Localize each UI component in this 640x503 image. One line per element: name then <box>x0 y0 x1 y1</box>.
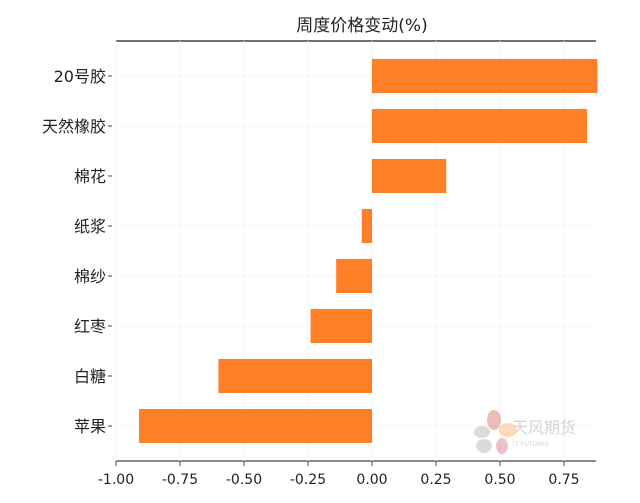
x-tick-label: -0.25 <box>290 472 326 488</box>
x-tick-label: 0.50 <box>484 472 515 488</box>
y-tick-label: 20号胶 <box>54 67 106 86</box>
x-tick-label: 0.75 <box>548 472 579 488</box>
x-tick-label: 0.00 <box>356 472 387 488</box>
y-tick-label: 纸浆 <box>74 217 106 236</box>
bar-7 <box>139 409 372 443</box>
y-tick-label: 白糖 <box>74 367 106 386</box>
y-tick-label: 棉花 <box>74 167 106 186</box>
logo-petal <box>499 423 517 437</box>
bar-1 <box>372 109 588 143</box>
y-tick-label: 红枣 <box>74 317 106 336</box>
watermark: 天风期货 TF FUTURES <box>474 410 576 454</box>
y-tick-label: 棉纱 <box>74 267 106 286</box>
bar-3 <box>361 209 372 243</box>
logo-petal <box>487 410 501 430</box>
x-tick-label: -0.75 <box>162 472 198 488</box>
watermark-subtext: TF FUTURES <box>511 441 549 448</box>
bar-0 <box>372 59 598 93</box>
x-tick-label: -1.00 <box>98 472 134 488</box>
x-tick-label: -0.50 <box>226 472 262 488</box>
logo-petal <box>476 439 492 453</box>
watermark-text: 天风期货 <box>512 418 576 437</box>
bar-4 <box>336 259 372 293</box>
y-tick-label: 苹果 <box>74 417 106 436</box>
x-tick-label: 0.25 <box>420 472 451 488</box>
logo-petal <box>474 426 490 438</box>
y-tick-label: 天然橡胶 <box>42 117 106 136</box>
chart-title: 周度价格变动(%) <box>296 16 427 36</box>
bar-5 <box>310 309 372 343</box>
bar-6 <box>218 359 372 393</box>
bar-2 <box>372 159 447 193</box>
logo-petal <box>496 438 508 454</box>
